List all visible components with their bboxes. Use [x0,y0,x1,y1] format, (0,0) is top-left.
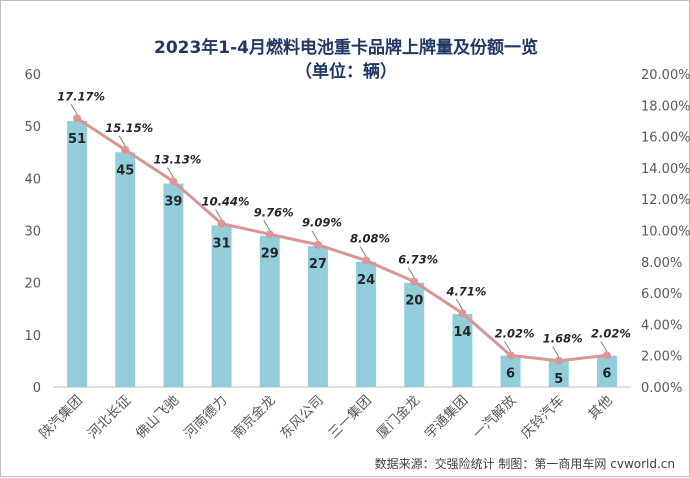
leader-line [504,341,512,352]
bar [356,261,377,387]
line-point [265,230,274,239]
line-point [506,351,515,360]
bar-value-label: 29 [261,247,279,262]
x-tick-label: 三一集团 [325,393,374,442]
line-point [313,240,322,249]
x-tick-label: 宇通集团 [422,393,471,442]
data-labels: 51 45 39 31 29 27 24 20 14 6 5 6 17.17% 15.15% 13.13% 1… [57,89,631,387]
leader-line [600,341,608,352]
leader-line [118,135,126,147]
bar [211,225,232,387]
leader-line [70,104,78,115]
y-tick-label: 50 [24,120,41,135]
line-point [554,356,563,365]
y2-tick-label: 20.00% [641,68,690,83]
line-point [458,309,467,318]
x-tick-label: 陕汽集团 [36,393,85,442]
bar [596,355,617,387]
bar-value-label: 45 [116,163,134,178]
y-tick-label: 60 [24,68,41,83]
x-tick-label: 佛山飞驰 [133,392,183,442]
y2-tick-label: 4.00% [641,318,682,333]
share-value-label: 6.73% [398,253,438,267]
bar-value-label: 14 [453,325,471,340]
y-tick-label: 30 [24,225,41,240]
bar-value-label: 20 [405,294,423,309]
x-tick-label: 厦门金龙 [374,393,423,442]
leader-line [359,246,367,257]
share-line-series [70,104,611,365]
bar-value-label: 27 [309,257,327,272]
bar-value-label: 6 [506,367,515,382]
share-value-label: 4.71% [445,284,486,298]
bar [404,282,425,387]
y2-tick-label: 12.00% [641,193,690,208]
bar-value-label: 31 [213,236,231,251]
y2-tick-label: 2.00% [641,350,682,365]
line-point [362,256,371,265]
line-point [602,351,611,360]
bar [115,152,136,387]
line-point [217,219,226,228]
y2-tick-label: 10.00% [641,225,690,240]
y2-tick-label: 14.00% [641,162,690,177]
x-tick-label: 东风公司 [277,393,326,442]
share-value-label: 9.09% [302,216,342,230]
share-value-label: 8.08% [350,232,390,246]
bar [548,360,569,387]
y2-tick-label: 8.00% [641,256,682,271]
leader-line [311,230,319,241]
leader-line [552,346,560,357]
chart-subtitle: （单位：辆） [295,61,397,82]
line-point [169,177,178,186]
y-tick-label: 0 [33,381,41,396]
chart-title: 2023年1-4月燃料电池重卡品牌上牌量及份额一览 [154,37,538,58]
share-value-label: 17.17% [57,89,105,103]
y-tick-label: 20 [24,277,41,292]
leader-line [166,167,174,178]
share-value-label: 2.02% [495,326,535,340]
x-tick-label: 庆铃汽车 [517,392,567,442]
share-value-label: 1.68% [543,332,583,346]
y2-tick-label: 6.00% [641,287,682,302]
leader-line [407,267,415,278]
bar-value-label: 6 [602,367,611,382]
line-point [73,114,82,123]
x-tick-label: 河南德力 [181,393,230,442]
data-source-note: 数据来源：交强险统计 制图：第一商用车网 cvworld.cn [375,456,675,471]
share-line [76,117,608,363]
leader-line [215,209,223,220]
bar [452,313,473,387]
y2-tick-label: 16.00% [641,131,690,146]
y-tick-label: 40 [24,172,41,187]
share-value-label: 2.02% [591,326,631,340]
x-tick-label: 南京金龙 [229,393,278,442]
x-tick-label: 其他 [585,393,615,423]
line-point [121,145,130,154]
bar-value-label: 51 [68,132,86,147]
share-value-label: 13.13% [153,153,201,167]
bar [259,235,280,387]
bar [67,120,88,387]
share-value-label: 9.76% [254,205,294,219]
y2-tick-label: 0.00% [641,381,682,396]
bar-value-label: 5 [554,372,563,387]
x-tick-label: 一汽解放 [470,392,520,442]
bar [307,246,328,387]
x-tick-label: 河北长征 [85,393,134,442]
leader-line [263,219,271,231]
leader-line [455,299,463,310]
y-tick-label: 10 [24,329,41,344]
y2-tick-label: 18.00% [641,99,690,114]
bar-value-label: 39 [164,195,182,210]
bar-value-label: 24 [357,273,375,288]
share-value-label: 15.15% [105,121,153,135]
bar [500,355,521,387]
line-point [410,277,419,286]
bar-series [67,120,617,387]
bar [163,183,184,387]
share-value-label: 10.44% [202,195,250,209]
